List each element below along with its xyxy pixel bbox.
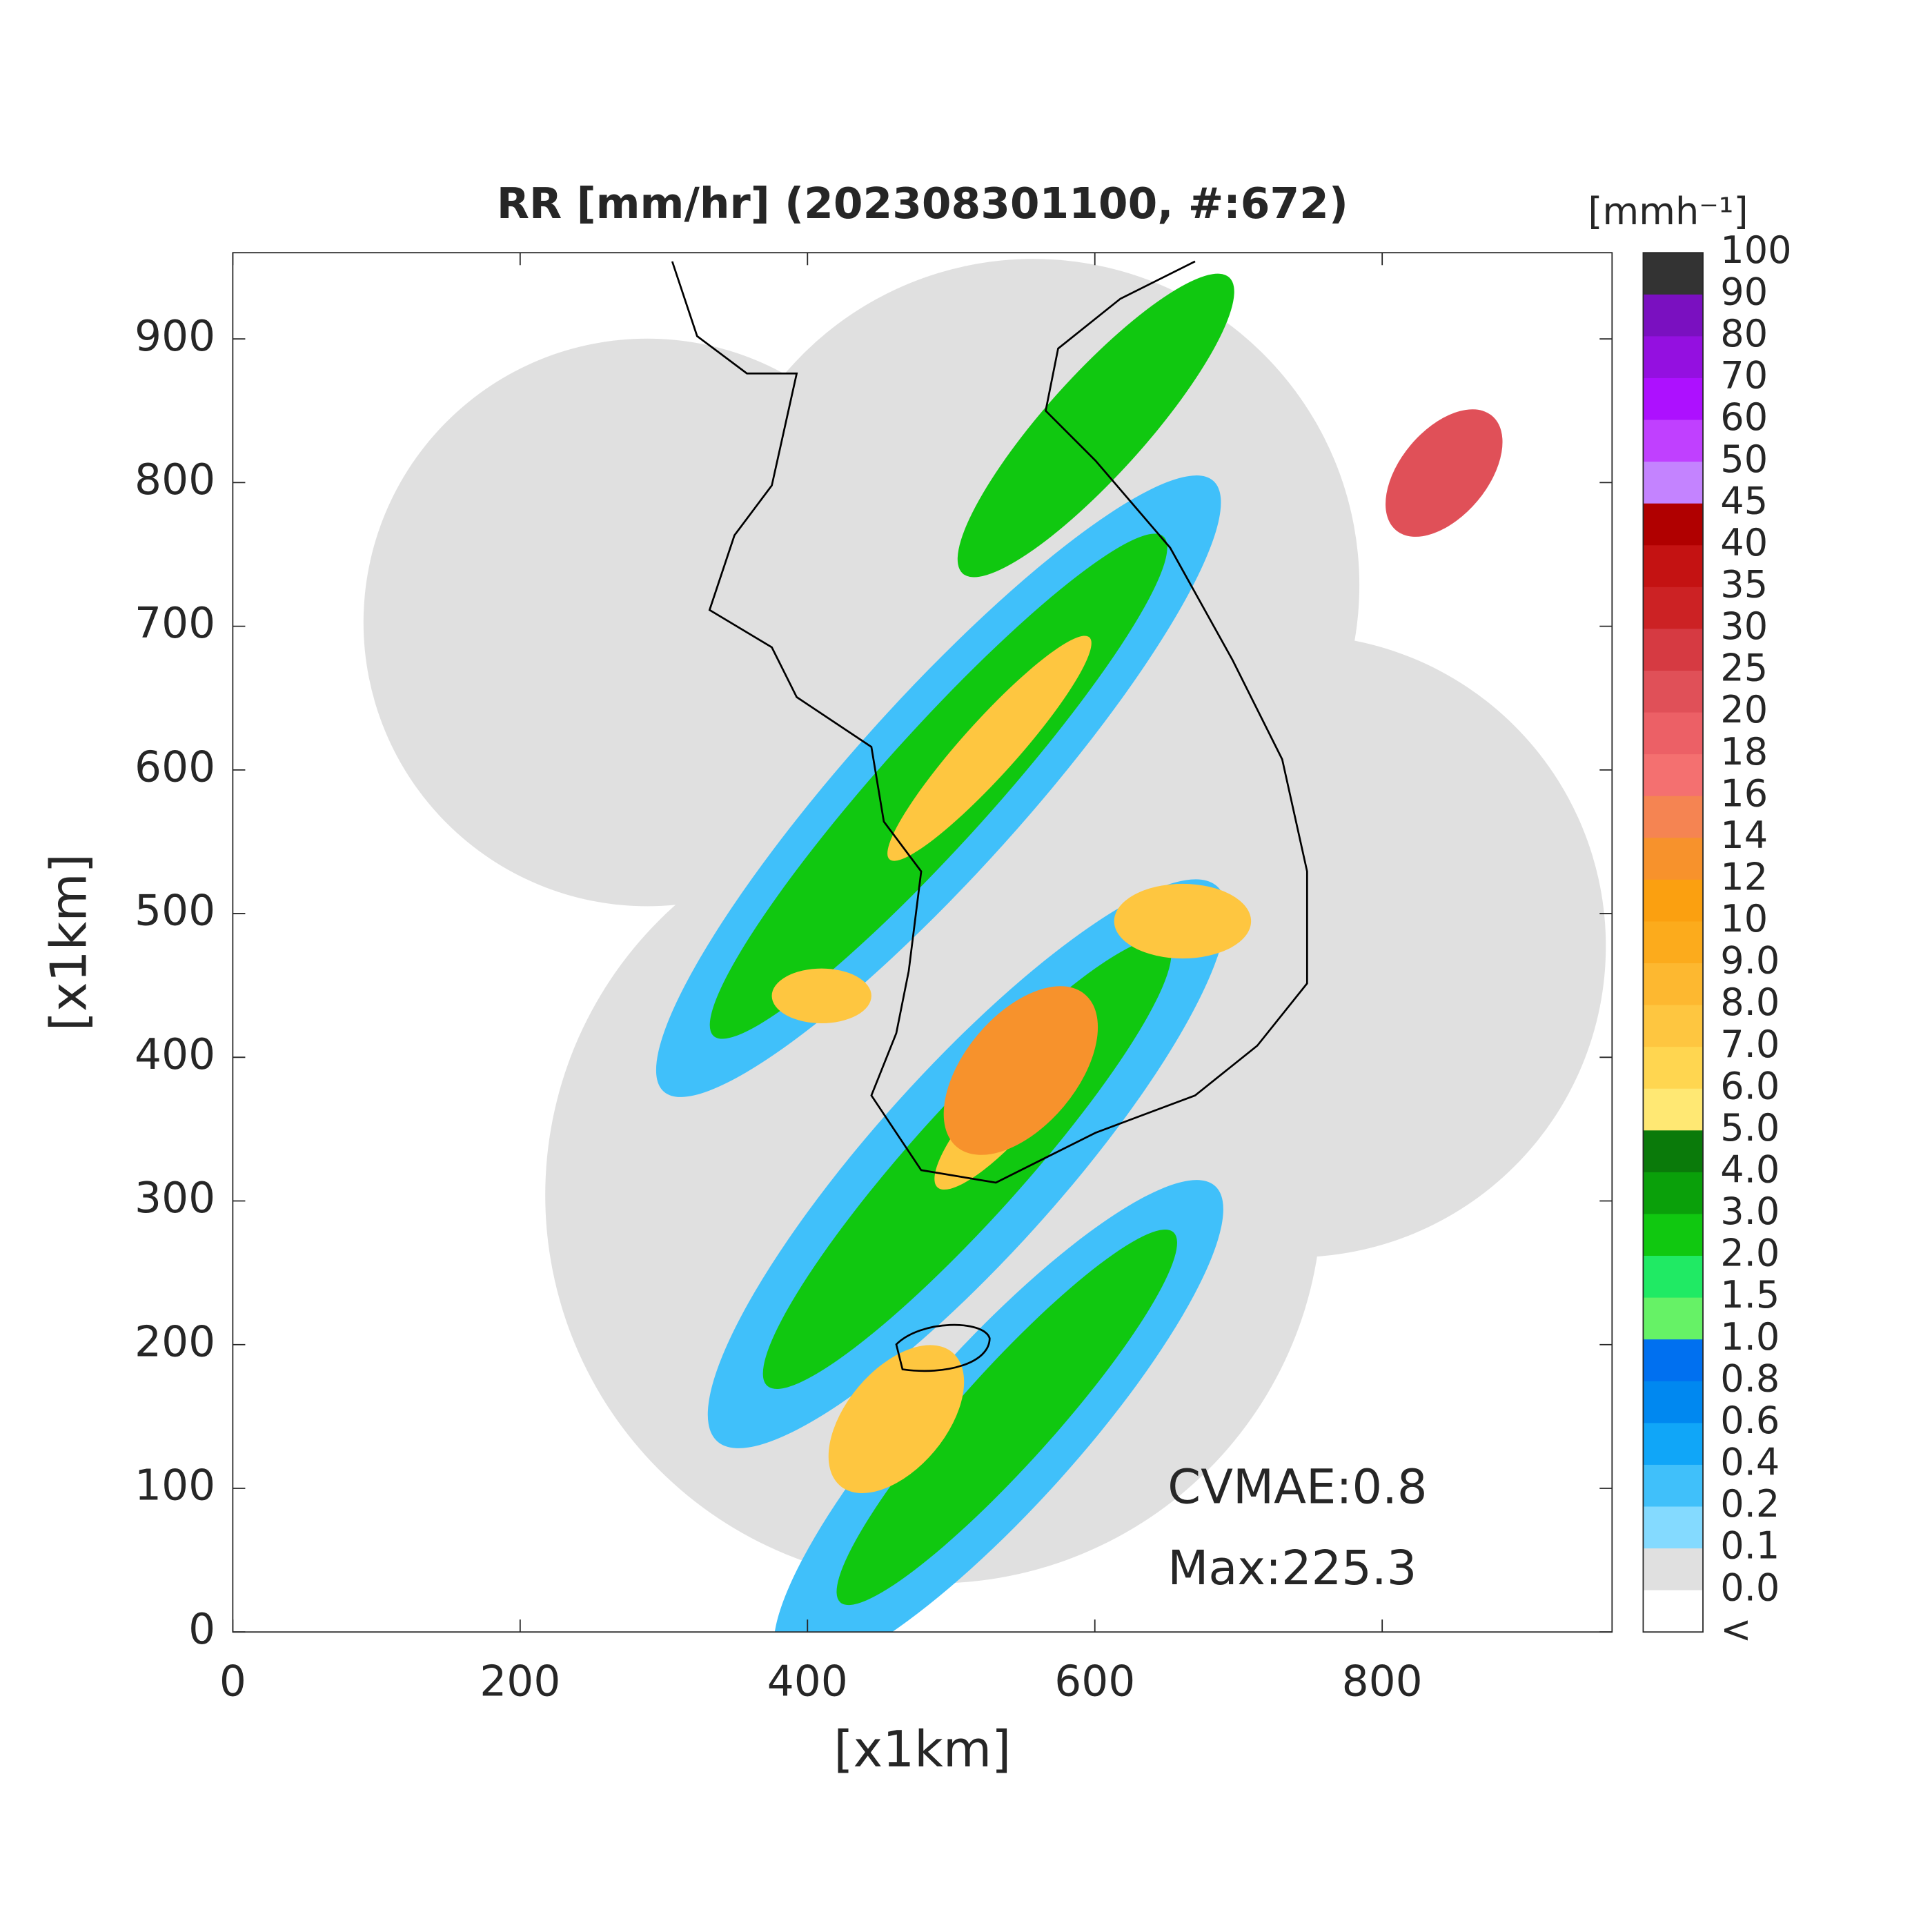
x-tick-label: 600 [1054,1657,1135,1706]
colorbar-label: 20 [1720,688,1768,731]
plot-frame [232,252,1613,1633]
colorbar-bin [1643,963,1704,1006]
y-tick-label: 100 [135,1461,215,1510]
colorbar-label: 70 [1720,354,1768,397]
x-tick-label: 800 [1342,1657,1423,1706]
colorbar-bin [1643,921,1704,964]
colorbar-bin [1643,1088,1704,1132]
colorbar-label: 12 [1720,856,1768,899]
y-tick-label: 400 [135,1030,215,1079]
colorbar-label: 7.0 [1720,1023,1780,1066]
colorbar-label: 0.8 [1720,1357,1780,1400]
annotation: Max:225.3 [1167,1541,1417,1596]
colorbar-bin [1643,629,1704,671]
colorbar-bin [1643,1130,1704,1173]
colorbar-bin [1643,1506,1704,1549]
chart-title: RR [mm/hr] (202308301100, #:672) [497,179,1348,228]
colorbar-bin [1643,586,1704,630]
colorbar-bin [1643,1256,1704,1299]
colorbar-bin [1643,1381,1704,1424]
colorbar-bin [1643,1297,1704,1341]
x-tick-label: 0 [219,1657,246,1706]
colorbar-label: 2.0 [1720,1232,1780,1275]
colorbar-bin [1643,336,1704,379]
y-tick-label: 0 [188,1605,215,1654]
colorbar-label: 4.0 [1720,1148,1780,1192]
colorbar-label: 16 [1720,771,1768,815]
annotation: CVMAE:0.8 [1167,1460,1427,1515]
colorbar-label: < [1720,1608,1751,1651]
colorbar-bin [1643,754,1704,797]
colorbar-bin [1643,545,1704,588]
colorbar-title: [mmh⁻¹] [1588,190,1748,233]
x-tick-label: 400 [767,1657,848,1706]
y-tick-label: 700 [135,599,215,648]
y-tick-label: 200 [135,1317,215,1366]
y-tick-label: 500 [135,887,215,936]
colorbar-frame [1642,252,1704,1633]
colorbar-label: 5.0 [1720,1106,1780,1150]
colorbar-bin [1643,503,1704,546]
colorbar-bin [1643,1464,1704,1508]
colorbar-bin [1643,377,1704,421]
colorbar-label: 100 [1720,228,1791,272]
colorbar-label: 10 [1720,897,1768,940]
colorbar-bin [1643,1047,1704,1090]
x-axis-label: [x1km] [834,1721,1011,1779]
colorbar-label: 90 [1720,270,1768,313]
colorbar-bin [1643,1548,1704,1591]
y-tick-label: 800 [135,455,215,504]
colorbar-bin [1643,838,1704,880]
colorbar-label: 60 [1720,395,1768,439]
colorbar-label: 0.2 [1720,1482,1780,1526]
colorbar-label: 50 [1720,437,1768,481]
colorbar-bin [1643,1590,1704,1633]
colorbar-label: 14 [1720,814,1768,857]
colorbar-label: 6.0 [1720,1064,1780,1107]
colorbar-label: 18 [1720,730,1768,773]
colorbar-bin [1643,420,1704,463]
radar-field [363,259,1606,1633]
y-tick-label: 300 [135,1174,215,1223]
colorbar-bin [1643,712,1704,756]
colorbar-label: 0.6 [1720,1399,1780,1442]
colorbar-label: 40 [1720,521,1768,564]
x-tick-label: 200 [480,1657,560,1706]
colorbar-bin [1643,796,1704,839]
colorbar-label: 8.0 [1720,980,1780,1024]
colorbar-label: 0.4 [1720,1441,1780,1484]
colorbar-bin [1643,294,1704,337]
colorbar-label: 25 [1720,647,1768,690]
colorbar-bin [1643,1339,1704,1382]
colorbar-label: 9.0 [1720,939,1780,983]
colorbar-label: 45 [1720,479,1768,522]
y-tick-label: 900 [135,312,215,361]
colorbar-label: 3.0 [1720,1190,1780,1233]
colorbar-bin [1643,1172,1704,1215]
colorbar-label: 30 [1720,604,1768,648]
colorbar-bin [1643,1005,1704,1048]
colorbar-bin [1643,670,1704,713]
colorbar-bin [1643,253,1704,295]
colorbar-label: 35 [1720,562,1768,606]
y-tick-label: 600 [135,742,215,791]
colorbar-bin [1643,1214,1704,1256]
colorbar-label: 0.0 [1720,1566,1780,1609]
y-axis-label: [x1km] [41,854,99,1031]
colorbar-label: 1.0 [1720,1315,1780,1359]
colorbar-bin [1643,879,1704,923]
colorbar-bin [1643,1423,1704,1466]
colorbar-bin [1643,462,1704,504]
colorbar-label: 1.5 [1720,1273,1780,1317]
colorbar-label: 80 [1720,312,1768,355]
colorbar-label: 0.1 [1720,1524,1780,1568]
